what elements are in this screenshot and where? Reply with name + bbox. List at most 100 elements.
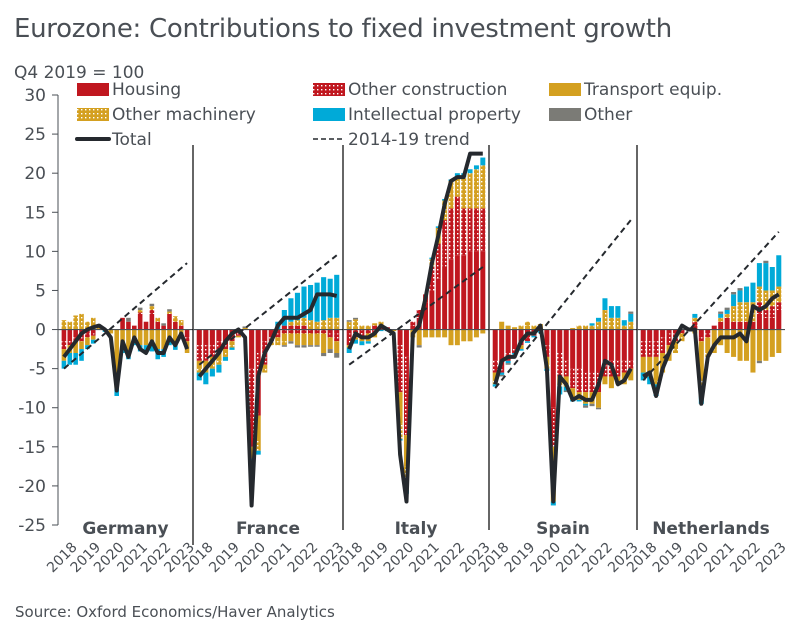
- bar-ip: [505, 360, 511, 364]
- bar-ip: [628, 313, 634, 322]
- bar-other-construction: [461, 208, 467, 256]
- bar-transport: [467, 329, 473, 342]
- bar-other: [301, 345, 307, 348]
- bar-ip: [692, 313, 698, 318]
- bar-ip: [307, 284, 314, 321]
- bar-ip: [602, 298, 608, 310]
- bar-transport: [435, 329, 441, 338]
- bar-other: [126, 317, 131, 322]
- bar-transport: [391, 329, 397, 332]
- bar-housing: [628, 329, 634, 361]
- bar-transport: [173, 329, 178, 346]
- bar-other: [763, 260, 769, 264]
- panel-label: France: [236, 519, 300, 539]
- y-tick-label: -10: [18, 399, 46, 419]
- bar-transport: [281, 333, 287, 342]
- bar-housing: [640, 329, 646, 342]
- bar-ip: [621, 320, 627, 326]
- bar-other-construction: [216, 341, 222, 353]
- bar-other: [167, 309, 172, 312]
- bar-housing: [576, 329, 582, 369]
- bar-transport: [672, 341, 679, 350]
- bar-housing: [249, 329, 255, 369]
- bar-other-construction: [184, 337, 190, 342]
- bar-housing: [705, 329, 711, 334]
- bar-housing: [557, 329, 563, 353]
- bar-other-construction: [235, 333, 242, 336]
- bar-other-construction: [294, 329, 301, 334]
- bar-other-construction: [640, 341, 646, 357]
- bar-ip: [480, 157, 486, 166]
- bar-other-construction: [346, 333, 352, 346]
- bar-housing: [410, 325, 416, 330]
- bar-housing: [155, 321, 161, 330]
- bar-housing: [262, 329, 268, 342]
- bar-housing: [126, 321, 131, 330]
- bar-transport: [216, 353, 222, 361]
- bar-other-construction: [85, 333, 90, 338]
- bar-housing: [467, 251, 473, 330]
- bar-other-machinery: [85, 321, 90, 330]
- bar-other-machinery: [737, 302, 743, 322]
- bar-housing: [602, 329, 608, 361]
- bar-other-machinery: [679, 337, 685, 342]
- bar-housing: [660, 329, 666, 338]
- bar-other-machinery: [167, 311, 172, 314]
- bar-housing: [595, 329, 602, 373]
- bar-housing: [718, 321, 724, 330]
- bar-other-construction: [589, 372, 595, 393]
- bar-transport: [321, 333, 327, 353]
- bar-other-machinery: [518, 325, 524, 330]
- bar-ip: [353, 339, 359, 344]
- bar-transport: [731, 329, 737, 357]
- bar-housing: [647, 329, 653, 342]
- legend-swatch: [549, 108, 581, 121]
- bar-transport: [143, 329, 149, 346]
- bar-other-construction: [647, 341, 653, 357]
- bar-other-construction: [301, 329, 307, 334]
- bar-other-construction: [67, 341, 73, 346]
- bar-other-machinery: [229, 345, 235, 348]
- bar-ip: [524, 341, 531, 343]
- bar-other-machinery: [365, 325, 371, 330]
- bar-transport: [570, 388, 576, 400]
- bar-other-machinery: [301, 317, 307, 326]
- bar-transport: [229, 341, 235, 346]
- bar-transport: [492, 372, 498, 381]
- bar-other-machinery: [454, 177, 460, 197]
- bar-ip: [737, 290, 743, 303]
- panels: Germany201820192020202120222023France201…: [44, 145, 790, 576]
- bar-transport: [161, 329, 166, 350]
- bar-other: [242, 326, 248, 328]
- bar-ip: [615, 306, 621, 318]
- legend-item-transport: Transport equip.: [549, 80, 722, 100]
- bar-transport: [79, 341, 84, 350]
- bar-other: [294, 345, 301, 348]
- y-tick-label: -5: [29, 360, 46, 380]
- bar-other: [281, 345, 287, 347]
- bar-housing: [461, 255, 467, 330]
- bar-transport: [640, 356, 646, 373]
- bar-other-construction: [196, 345, 202, 361]
- bar-transport: [137, 329, 143, 346]
- bar-other-construction: [403, 356, 409, 436]
- bar-ip: [595, 317, 602, 322]
- legend-item-ip: Intellectual property: [313, 105, 521, 125]
- bar-other-machinery: [294, 320, 301, 326]
- bar-other-machinery: [155, 317, 161, 322]
- bar-ip: [473, 165, 479, 170]
- bar-transport: [473, 329, 479, 338]
- bar-housing: [132, 325, 137, 330]
- bar-ip: [750, 282, 756, 303]
- bar-ip: [301, 286, 307, 318]
- y-tick-label: -15: [18, 438, 46, 458]
- bar-housing: [288, 325, 294, 330]
- bar-other: [346, 320, 352, 322]
- bar-other-machinery: [196, 368, 202, 373]
- bar-other-construction: [249, 368, 255, 447]
- bar-transport: [653, 356, 659, 381]
- bar-transport: [108, 329, 114, 334]
- bar-other-construction: [666, 333, 672, 346]
